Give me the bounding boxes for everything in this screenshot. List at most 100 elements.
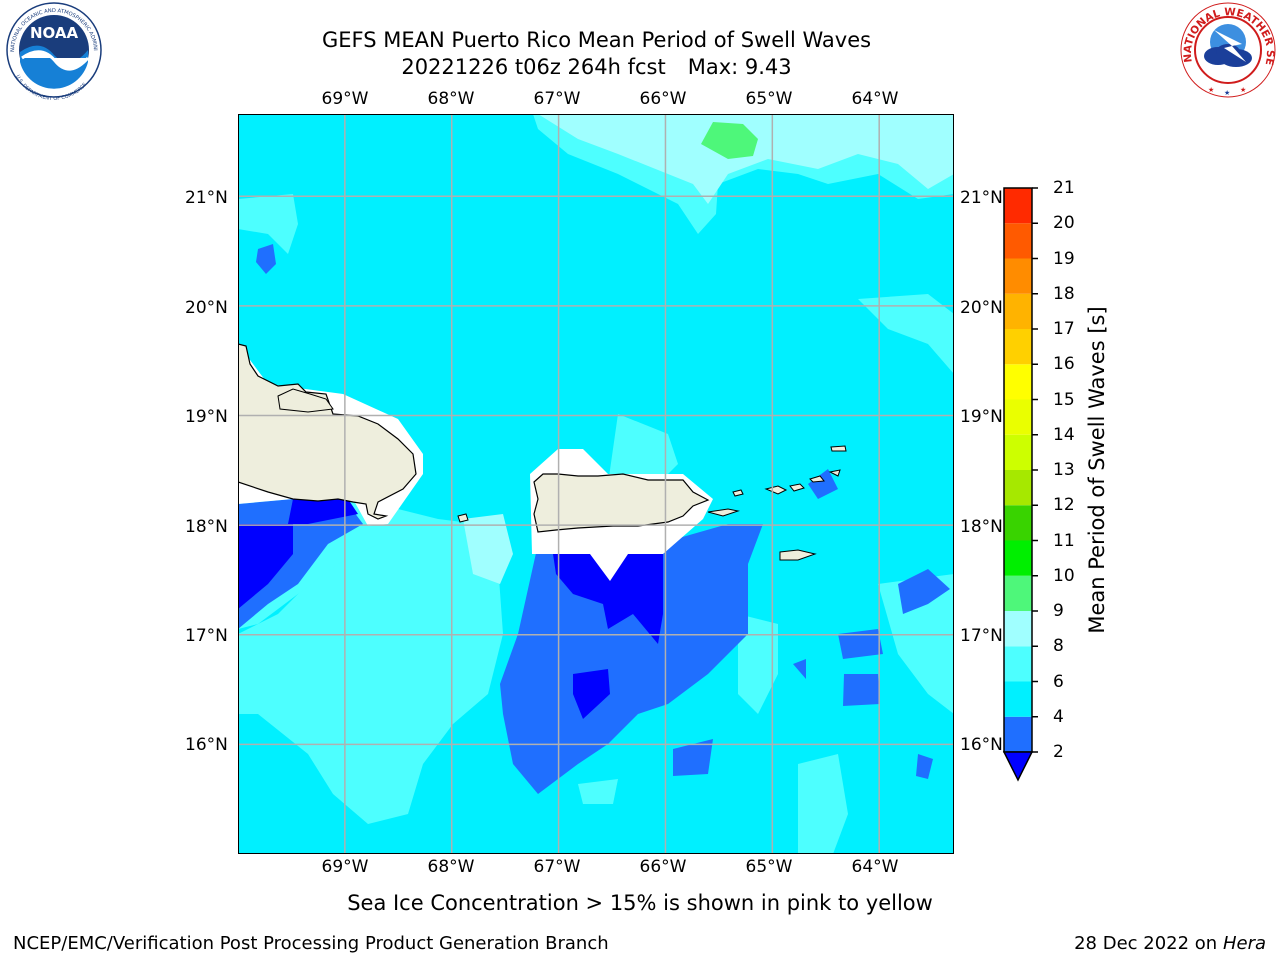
colorbar-segment: [1004, 716, 1032, 752]
lat-label-right: 16°N: [960, 735, 1003, 755]
colorbar-tick-label: 18: [1053, 283, 1075, 304]
contour-2-4: [793, 659, 806, 679]
nws-logo: NATIONAL WEATHER SERVICE ★ ★ ★: [1178, 0, 1276, 98]
footer-branch: NCEP/EMC/Verification Post Processing Pr…: [13, 933, 609, 954]
forecast-date: 20221226 t06z 264h fcst: [401, 55, 666, 79]
colorbar: [1002, 187, 1038, 782]
footer-date-text: 28 Dec 2022 on: [1074, 933, 1218, 954]
contour-6-8: [738, 614, 778, 714]
colorbar-segment: [1004, 188, 1032, 224]
nws-star-icon: ★: [1240, 86, 1246, 94]
lon-label-bottom: 65°W: [745, 857, 793, 877]
colorbar-tick-label: 14: [1053, 424, 1075, 445]
contour-4-6: [338, 254, 618, 444]
lon-label-top: 69°W: [321, 89, 369, 109]
land-mona: [457, 513, 469, 523]
lon-label-bottom: 64°W: [851, 857, 899, 877]
colorbar-segment: [1004, 575, 1032, 611]
land-vieques: [707, 508, 740, 517]
colorbar-tick-label: 13: [1053, 460, 1075, 480]
lon-label-top: 65°W: [745, 89, 793, 109]
lat-label-right: 20°N: [960, 298, 1003, 318]
sea-ice-caption: Sea Ice Concentration > 15% is shown in …: [347, 891, 933, 915]
contour-below-2: [288, 499, 358, 524]
contour-6-8: [858, 294, 954, 374]
lon-label-bottom: 69°W: [321, 857, 369, 877]
nws-star-icon: ★: [1208, 86, 1214, 94]
lon-label-top: 64°W: [851, 89, 899, 109]
contour-2-4: [256, 244, 276, 274]
colorbar-segment: [1004, 364, 1032, 400]
lat-label-right: 19°N: [960, 407, 1003, 427]
colorbar-tick-label: 15: [1053, 389, 1075, 410]
map-title: GEFS MEAN Puerto Rico Mean Period of Swe…: [321, 28, 872, 52]
lon-label-top: 68°W: [427, 89, 475, 109]
colorbar-segment: [1004, 505, 1032, 541]
swell-period-map: [238, 114, 954, 854]
lon-label-bottom: 66°W: [639, 857, 687, 877]
colorbar-tick-label: 21: [1053, 178, 1075, 198]
colorbar-segment: [1004, 646, 1032, 682]
noaa-text: NOAA: [30, 24, 79, 42]
land-anegada: [830, 445, 847, 452]
colorbar-tick-label: 10: [1053, 565, 1075, 586]
colorbar-tick-label: 8: [1053, 636, 1064, 657]
contour-8-9: [538, 114, 954, 204]
lat-label-left: 18°N: [185, 517, 228, 537]
colorbar-segment: [1004, 540, 1032, 576]
contour-8-9: [463, 514, 513, 584]
contour-6-8: [878, 574, 954, 714]
lon-label-top: 67°W: [533, 89, 581, 109]
contour-2-4: [500, 524, 763, 794]
colorbar-segment: [1004, 611, 1032, 647]
lat-label-left: 21°N: [185, 188, 228, 208]
map-subtitle: 20221226 t06z 264h fcst Max: 9.43: [0, 54, 1193, 80]
colorbar-title: Mean Period of Swell Waves [s]: [1085, 306, 1109, 634]
colorbar-tick-label: 11: [1053, 530, 1075, 551]
lat-label-left: 19°N: [185, 407, 228, 427]
lat-label-right: 17°N: [960, 626, 1003, 646]
colorbar-segment: [1004, 329, 1032, 365]
colorbar-segment: [1004, 258, 1032, 294]
colorbar-tick-label: 9: [1053, 601, 1064, 621]
contour-2-4: [838, 629, 883, 659]
colorbar-tick-label: 20: [1053, 213, 1075, 234]
max-value: Max: 9.43: [687, 55, 792, 79]
contour-2-4: [673, 739, 713, 776]
contour-6-8: [578, 779, 618, 804]
contour-9-10: [701, 122, 758, 159]
colorbar-tick-label: 12: [1053, 495, 1075, 516]
lon-label-top: 66°W: [639, 89, 687, 109]
contour-2-4: [808, 469, 838, 499]
land-virgin-gorda: [828, 469, 841, 477]
lat-label-right: 21°N: [960, 188, 1003, 208]
colorbar-segment: [1004, 470, 1032, 506]
land-st-thomas: [764, 485, 788, 495]
colorbar-segment: [1004, 434, 1032, 470]
colorbar-tick-label: 16: [1053, 354, 1075, 375]
lat-label-left: 16°N: [185, 735, 228, 755]
colorbar-tick-label: 17: [1053, 319, 1075, 339]
lon-label-bottom: 67°W: [533, 857, 581, 877]
contour-below-2: [553, 554, 663, 644]
land-hispaniola: [238, 343, 417, 520]
land-culebra: [732, 489, 744, 497]
contour-6-8: [798, 754, 848, 854]
graticule: [238, 114, 954, 854]
land-tortuga: [277, 388, 334, 413]
contour-below-2: [238, 524, 293, 609]
noaa-logo: NOAA NATIONAL OCEANIC AND ATMOSPHERIC AD…: [0, 0, 102, 102]
footer-date: 28 Dec 2022 on Hera: [1074, 933, 1266, 954]
colorbar-tick-label: 19: [1053, 248, 1075, 269]
lon-label-bottom: 68°W: [427, 857, 475, 877]
footer-machine: Hera: [1222, 933, 1266, 954]
colorbar-tick-label: 6: [1053, 671, 1064, 692]
contour-below-2: [573, 669, 610, 719]
colorbar-tick-label: 4: [1053, 706, 1064, 727]
lat-label-right: 18°N: [960, 517, 1003, 537]
contour-6-8: [238, 194, 298, 254]
lat-label-left: 17°N: [185, 626, 228, 646]
colorbar-segment: [1004, 399, 1032, 435]
land-puerto-rico: [533, 473, 710, 533]
contour-2-4: [898, 569, 950, 614]
